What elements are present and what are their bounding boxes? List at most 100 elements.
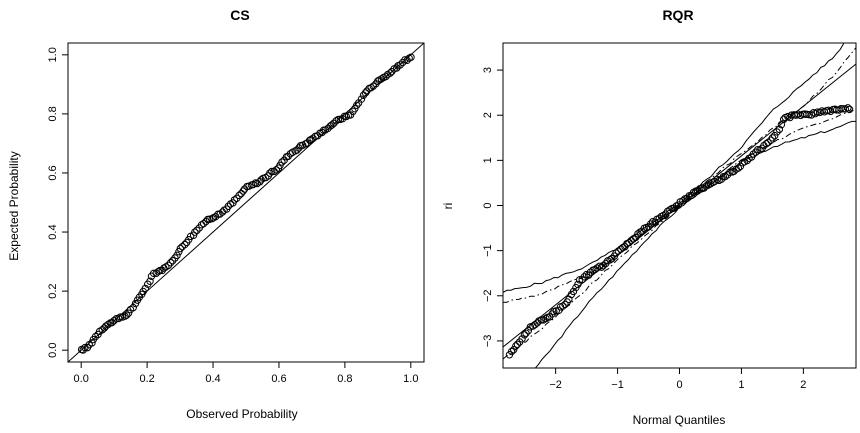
rqr-envelope-outer-lower (534, 120, 856, 368)
panel-title-rqr: RQR (662, 7, 693, 23)
cs-point (176, 244, 184, 253)
rqr-point (807, 111, 816, 119)
rqr-point (726, 168, 734, 176)
rqr-x-tick-label: 2 (800, 379, 806, 391)
rqr-envelope-inner-upper (503, 47, 856, 303)
rqr-envelope-outer-upper (503, 43, 845, 293)
cs-point (124, 309, 133, 317)
rqr-point (666, 206, 674, 214)
cs-x-tick-label: 0.6 (271, 373, 286, 385)
cs-point (173, 251, 181, 260)
rqr-y-tick-label: −3 (482, 335, 494, 348)
y-ticks-cs: 0.0 0.2 0.4 0.6 0.8 1.0 (47, 47, 68, 358)
rqr-point (593, 264, 601, 272)
plot-frame-rqr (502, 42, 857, 369)
cs-point (367, 83, 375, 92)
cs-point (156, 266, 164, 275)
rqr-point (580, 273, 588, 281)
rqr-point (574, 280, 582, 289)
cs-point (178, 242, 186, 251)
cs-point (166, 258, 175, 267)
cs-point (141, 284, 149, 293)
cs-point (129, 303, 137, 312)
rqr-point (599, 261, 607, 270)
cs-y-tick-label: 1.0 (47, 47, 59, 62)
cs-point (328, 121, 336, 129)
rqr-point (608, 254, 616, 263)
rqr-point (734, 164, 743, 172)
cs-point (235, 191, 243, 200)
x-axis-label-rqr: Normal Quantiles (633, 413, 726, 427)
cs-point (330, 119, 338, 128)
x-ticks-cs: 0.0 0.2 0.4 0.6 0.8 1.0 (74, 362, 418, 385)
rqr-x-tick-label: 1 (738, 379, 744, 391)
cs-point (239, 187, 247, 195)
cs-point (110, 317, 118, 325)
envelope-lines-rqr (503, 43, 856, 368)
cs-point (149, 269, 158, 278)
rqr-point (617, 245, 625, 253)
rqr-point (625, 238, 633, 247)
cs-point (199, 219, 208, 228)
rqr-point (634, 230, 642, 238)
rqr-point (520, 331, 529, 339)
rqr-point (569, 287, 578, 296)
rqr-point (513, 340, 522, 348)
cs-point (377, 75, 386, 83)
rqr-point (597, 263, 606, 271)
rqr-point (631, 233, 640, 242)
data-points-cs (77, 53, 415, 354)
data-points-rqr (505, 104, 854, 359)
rqr-point (721, 172, 729, 181)
cs-y-tick-label: 0.8 (47, 106, 59, 121)
cs-point (88, 339, 96, 347)
rqr-point (606, 256, 614, 264)
rqr-point (773, 128, 781, 136)
rqr-x-tick-label: −2 (549, 379, 562, 391)
rqr-point (524, 326, 533, 335)
cs-x-tick-label: 1.0 (403, 373, 418, 385)
rqr-y-tick-label: 1 (482, 157, 494, 163)
cs-point (211, 212, 220, 221)
cs-point (146, 277, 154, 285)
rqr-y-tick-label: −2 (482, 290, 494, 303)
cs-y-tick-label: 0.2 (47, 283, 59, 298)
rqr-point (518, 335, 526, 343)
rqr-point (756, 146, 764, 154)
rqr-point (811, 109, 819, 118)
rqr-y-tick-label: 3 (482, 67, 494, 73)
rqr-point (542, 314, 550, 323)
cs-x-tick-label: 0.8 (337, 373, 352, 385)
panel-cs: CS Observed Probability Expected Probabi… (7, 7, 425, 421)
rqr-x-tick-label: −1 (611, 379, 624, 391)
y-axis-label-cs: Expected Probability (7, 151, 21, 260)
cs-x-tick-label: 0.4 (205, 373, 220, 385)
panel-rqr: RQR Normal Quantiles ri −2 −1 0 1 2 −3 −2 −1 0 1… (441, 7, 857, 427)
cs-point (257, 176, 265, 184)
rqr-y-tick-label: 0 (482, 202, 494, 208)
cs-point (396, 61, 404, 69)
cs-point (108, 318, 116, 327)
cs-point (114, 314, 123, 323)
rqr-point (736, 162, 745, 170)
rqr-point (770, 131, 779, 140)
cs-x-tick-label: 0.0 (74, 373, 89, 385)
y-axis-label-rqr: ri (441, 203, 455, 210)
rqr-point (612, 249, 620, 257)
cs-point (338, 114, 347, 123)
cs-point (175, 248, 183, 256)
rqr-point (614, 247, 623, 255)
x-axis-label-cs: Observed Probability (186, 407, 297, 421)
rqr-point (512, 342, 520, 350)
cs-point (154, 267, 162, 276)
cs-y-tick-label: 0.4 (47, 224, 59, 239)
cs-point (386, 69, 394, 77)
rqr-point (561, 300, 569, 309)
cs-point (268, 167, 276, 176)
rqr-point (659, 211, 667, 220)
rqr-point (845, 105, 854, 114)
panel-title-cs: CS (230, 7, 249, 23)
cs-point (407, 53, 415, 61)
